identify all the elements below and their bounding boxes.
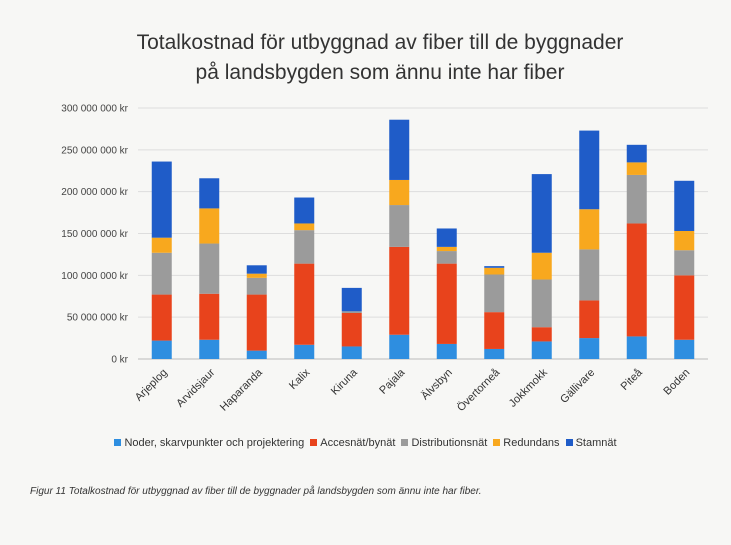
chart-title-line2: på landsbygden som ännu inte har fiber — [195, 61, 565, 84]
bar-segment — [294, 197, 315, 224]
bar-segment — [246, 273, 267, 278]
chart-title-line1: Totalkostnad för utbyggnad av fiber till… — [136, 31, 624, 54]
bar-segment — [151, 252, 172, 295]
bar-segment — [246, 294, 267, 351]
y-tick-label: 300 000 000 kr — [61, 104, 128, 115]
bar-segment — [531, 174, 552, 253]
bar-segment — [389, 334, 410, 359]
bar-segment — [531, 327, 552, 342]
bar-segment — [294, 344, 315, 359]
bar-segment — [579, 249, 600, 301]
bar-segment — [436, 228, 457, 247]
bar-segment — [626, 144, 647, 163]
bar-segment — [341, 312, 362, 347]
bar-segment — [151, 237, 172, 253]
legend-swatch — [565, 439, 573, 446]
bar-segment — [579, 300, 600, 339]
bar-segment — [246, 277, 267, 295]
bar-segment — [341, 287, 362, 312]
bar-segment — [674, 230, 695, 251]
legend-item: Stamnät — [565, 437, 617, 449]
x-tick-label: Kiruna — [329, 366, 361, 398]
bar-segment — [341, 311, 362, 313]
legend-label: Redundans — [503, 437, 560, 449]
bar-segment — [674, 339, 695, 359]
bar-segment — [436, 263, 457, 344]
bar-segment — [531, 252, 552, 280]
y-tick-label: 50 000 000 kr — [67, 313, 129, 324]
bar-segment — [294, 223, 315, 231]
legend-label: Accesnät/bynät — [320, 437, 396, 449]
legend-label: Noder, skarvpunkter och projektering — [124, 437, 305, 449]
bar-segment — [579, 130, 600, 210]
legend-item: Distributionsnät — [401, 437, 487, 449]
y-tick-label: 200 000 000 kr — [61, 187, 128, 198]
bar-segment — [341, 346, 362, 359]
bar-segment — [626, 174, 647, 224]
x-tick-label: Arjeplog — [133, 367, 170, 404]
x-tick-label: Jokkmokk — [507, 366, 550, 409]
bar-segment — [626, 336, 647, 359]
x-tick-label: Boden — [661, 367, 692, 398]
bar-segment — [389, 205, 410, 247]
chart-title: Totalkostnad för utbyggnad av fiber till… — [40, 28, 720, 88]
y-tick-label: 250 000 000 kr — [61, 145, 128, 156]
y-tick-label: 0 kr — [111, 355, 128, 366]
legend-item: Noder, skarvpunkter och projektering — [114, 437, 304, 449]
bar-segment — [674, 275, 695, 340]
bar-segment — [151, 161, 172, 238]
x-tick-label: Övertorneå — [455, 366, 503, 414]
bar-segment — [151, 294, 172, 341]
bar-segment — [484, 348, 505, 359]
bar-segment — [579, 338, 600, 359]
bar-segment — [626, 162, 647, 175]
bar-segment — [199, 339, 220, 359]
bar-segment — [484, 312, 505, 349]
x-tick-label: Kalix — [287, 366, 313, 392]
bar-segment — [199, 208, 220, 244]
bar-segment — [436, 251, 457, 264]
y-tick-label: 150 000 000 kr — [61, 229, 128, 240]
bar-segment — [199, 178, 220, 209]
bar-segment — [626, 223, 647, 337]
x-tick-label: Piteå — [619, 366, 646, 393]
legend-swatch — [493, 439, 501, 446]
bar-segment — [246, 350, 267, 359]
bar-segment — [199, 243, 220, 294]
legend-item: Accesnät/bynät — [310, 437, 395, 449]
bar-segment — [531, 341, 552, 359]
x-tick-label: Pajala — [377, 366, 408, 397]
bar-segment — [484, 266, 505, 268]
bar-segment — [674, 180, 695, 231]
bar-segment — [199, 293, 220, 340]
legend-item: Redundans — [493, 437, 560, 449]
figure-caption: Figur 11 Totalkostnad för utbyggnad av f… — [30, 486, 482, 497]
bar-segment — [484, 274, 505, 313]
legend-swatch — [310, 439, 318, 446]
x-tick-label: Älvsbyn — [419, 367, 455, 403]
legend-label: Stamnät — [575, 437, 617, 449]
y-tick-label: 100 000 000 kr — [61, 271, 128, 282]
bar-segment — [151, 340, 172, 359]
x-tick-label: Haparanda — [218, 366, 266, 414]
bar-segment — [389, 179, 410, 206]
x-tick-label: Gällivare — [558, 367, 597, 406]
bar-segment — [436, 343, 457, 359]
bar-chart: 0 kr 50 000 000 kr 100 000 000 kr 150 000 0… — [61, 104, 708, 414]
bar-segment — [674, 250, 695, 276]
bar-segment — [531, 279, 552, 328]
legend-swatch — [114, 439, 122, 446]
legend-label: Distributionsnät — [411, 437, 488, 449]
bar-segment — [389, 246, 410, 335]
bar-segment — [389, 119, 410, 180]
x-tick-label: Arvidsjaur — [174, 366, 217, 409]
legend-swatch — [401, 439, 409, 446]
bar-segment — [436, 246, 457, 252]
bar-segment — [484, 267, 505, 275]
chart-legend: Noder, skarvpunkter och projektering Acce… — [0, 437, 731, 449]
bar-segment — [294, 230, 315, 264]
bar-segment — [246, 265, 267, 274]
bar-segment — [294, 263, 315, 345]
bar-segment — [579, 209, 600, 250]
